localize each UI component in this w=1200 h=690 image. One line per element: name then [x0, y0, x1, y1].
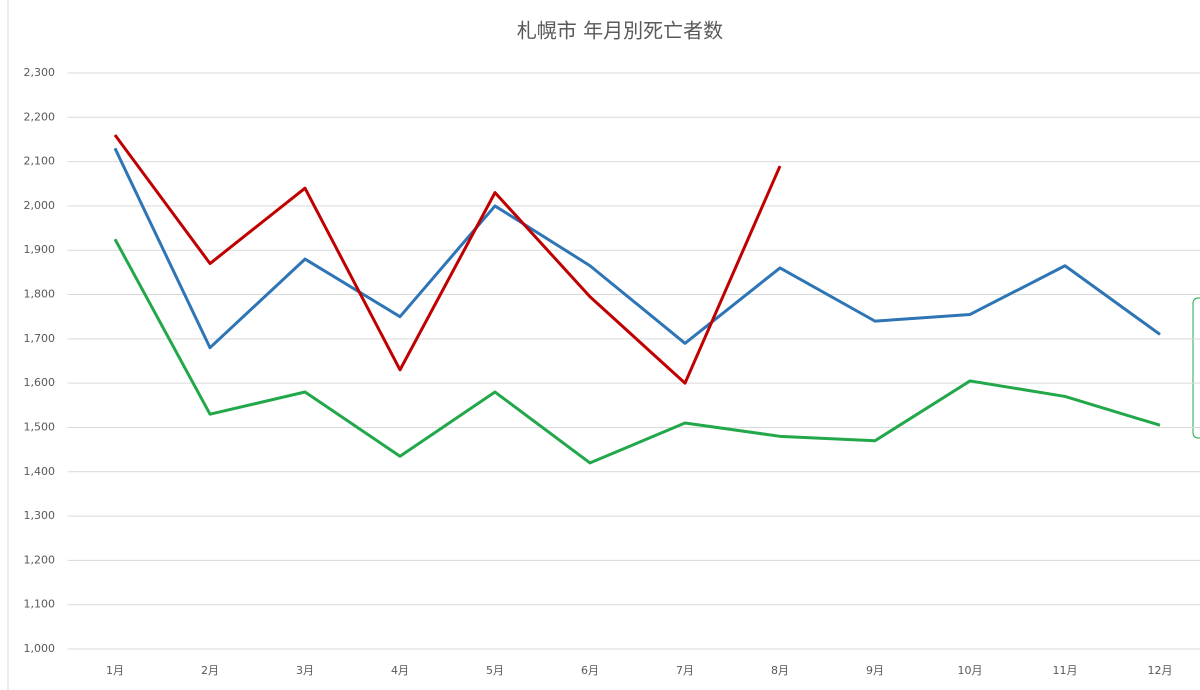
y-tick-label: 1,200: [24, 553, 56, 566]
legend-box: [1192, 297, 1200, 439]
y-tick-label: 2,000: [24, 199, 56, 212]
y-tick-label: 1,400: [24, 465, 56, 478]
y-tick-label: 1,300: [24, 509, 56, 522]
x-tick-label: 5月: [486, 664, 504, 677]
x-tick-label: 11月: [1053, 664, 1078, 677]
x-tick-label: 1月: [106, 664, 124, 677]
x-tick-label: 12月: [1148, 664, 1173, 677]
y-tick-label: 1,900: [24, 243, 56, 256]
y-tick-label: 2,200: [24, 110, 56, 123]
x-tick-label: 10月: [958, 664, 983, 677]
data-line: [113, 134, 782, 385]
y-tick-label: 1,100: [24, 598, 56, 611]
y-tick-label: 1,000: [24, 642, 56, 655]
x-tick-label: 3月: [296, 664, 314, 677]
y-tick-label: 2,100: [24, 155, 56, 168]
y-tick-label: 1,700: [24, 332, 56, 345]
y-tick-label: 1,600: [24, 376, 56, 389]
x-tick-label: 7月: [676, 664, 694, 677]
data-line: [113, 238, 1161, 465]
y-tick-label: 1,800: [24, 288, 56, 301]
y-tick-label: 2,300: [24, 66, 56, 79]
x-tick-label: 2月: [201, 664, 219, 677]
chart-title: 札幌市 年月別死亡者数: [517, 19, 723, 43]
x-tick-label: 9月: [866, 664, 884, 677]
data-line: [113, 147, 1161, 350]
x-tick-label: 4月: [391, 664, 409, 677]
x-tick-label: 6月: [581, 664, 599, 677]
x-tick-label: 8月: [771, 664, 789, 677]
y-tick-label: 1,500: [24, 420, 56, 433]
